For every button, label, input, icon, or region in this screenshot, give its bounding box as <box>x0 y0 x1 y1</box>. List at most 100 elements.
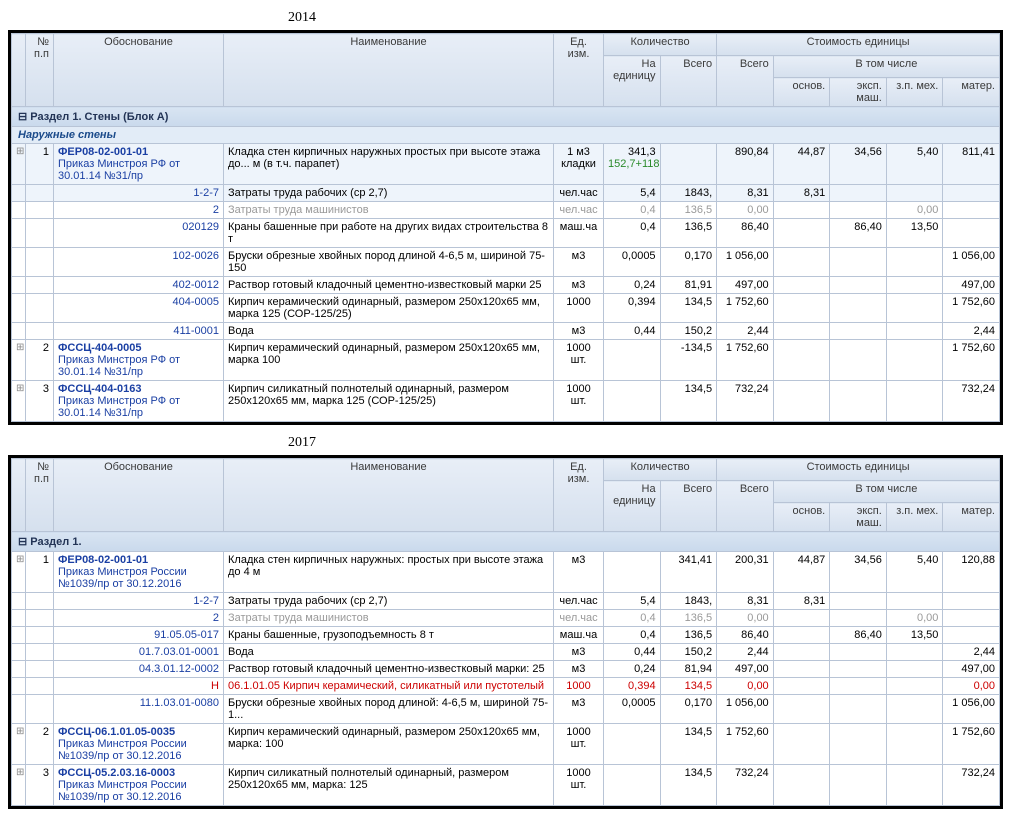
value-cell: 44,87 <box>773 144 830 185</box>
col-vtom: В том числе <box>773 56 999 78</box>
order-link[interactable]: Приказ Минстроя России №1039/пр от 30.12… <box>58 738 187 762</box>
value-cell: 134,5 <box>660 381 717 422</box>
table-row[interactable]: 01.7.03.01-0001 Вода м3 0,44 150,2 2,44 … <box>12 644 1000 661</box>
table-row[interactable]: ⊞ 1 ФЕР08-02-001-01 Приказ Минстроя РФ о… <box>12 144 1000 185</box>
code-link[interactable]: ФЕР08-02-001-01 <box>58 146 148 158</box>
value-cell <box>773 340 830 381</box>
table-row[interactable]: 020129 Краны башенные при работе на друг… <box>12 219 1000 248</box>
row-number: 1 <box>26 144 54 185</box>
order-link[interactable]: Приказ Минстроя России №1039/пр от 30.12… <box>58 779 187 803</box>
row-number: 3 <box>26 381 54 422</box>
value-cell: 134,5 <box>660 724 717 765</box>
expand-icon[interactable]: ⊞ <box>12 340 26 381</box>
order-link[interactable]: Приказ Минстроя РФ от 30.01.14 №31/пр <box>58 158 180 182</box>
code-link[interactable]: ФССЦ-05.2.03.16-0003 <box>58 767 175 779</box>
code-cell: 411-0001 <box>54 323 224 340</box>
table-header: №п.п Обоснование Наименование Ед. изм. К… <box>12 34 1000 107</box>
code-link[interactable]: ФССЦ-404-0005 <box>58 342 141 354</box>
table-row[interactable]: ⊞ 3 ФССЦ-05.2.03.16-0003 Приказ Минстроя… <box>12 765 1000 806</box>
table-row[interactable]: 404-0005 Кирпич керамический одинарный, … <box>12 294 1000 323</box>
col-num: №п.п <box>26 459 54 532</box>
table-row[interactable]: 1-2-7 Затраты труда рабочих (ср 2,7) чел… <box>12 185 1000 202</box>
expand-icon[interactable]: ⊞ <box>12 765 26 806</box>
name-cell: Вода <box>224 644 554 661</box>
table-row[interactable]: 91.05.05-017 Краны башенные, грузоподъем… <box>12 627 1000 644</box>
value-cell: 811,41 <box>943 144 1000 185</box>
name-cell: Затраты труда рабочих (ср 2,7) <box>224 593 554 610</box>
col-ed: Ед. изм. <box>554 459 604 532</box>
name-cell: Бруски обрезные хвойных пород длиной 4-6… <box>224 248 554 277</box>
name-cell: Раствор готовый кладочный цементно-извес… <box>224 277 554 294</box>
value-cell: 134,5 <box>660 765 717 806</box>
name-cell: Кирпич керамический одинарный, размером … <box>224 340 554 381</box>
section-row[interactable]: ⊟ Раздел 1. Стены (Блок А) <box>12 107 1000 127</box>
name-cell: Затраты труда машинистов <box>224 610 554 627</box>
code-cell: Н <box>54 678 224 695</box>
col-zpmeh: з.п. мех. <box>886 503 943 532</box>
qty-unit-cell: 341,3152,7+118,2+... <box>604 144 661 185</box>
unit-cell: маш.ча <box>554 627 604 644</box>
col-vtom: В том числе <box>773 481 999 503</box>
table-row[interactable]: 1-2-7 Затраты труда рабочих (ср 2,7) чел… <box>12 593 1000 610</box>
table-row[interactable]: 402-0012 Раствор готовый кладочный цемен… <box>12 277 1000 294</box>
value-cell: 1 752,60 <box>717 340 774 381</box>
table-row[interactable]: 411-0001 Вода м3 0,44 150,2 2,44 2,44 <box>12 323 1000 340</box>
unit-cell: 1000 <box>554 678 604 695</box>
unit-cell: 1000 шт. <box>554 340 604 381</box>
unit-cell: 1000 шт. <box>554 381 604 422</box>
value-cell: -134,5 <box>660 340 717 381</box>
code-cell: 01.7.03.01-0001 <box>54 644 224 661</box>
order-link[interactable]: Приказ Минстроя России №1039/пр от 30.12… <box>58 566 187 590</box>
qty-unit-cell <box>604 724 661 765</box>
unit-cell: 1 м3 кладки <box>554 144 604 185</box>
name-cell: Кирпич силикатный полнотелый одинарный, … <box>224 765 554 806</box>
expand-icon[interactable]: ⊞ <box>12 724 26 765</box>
unit-cell: м3 <box>554 248 604 277</box>
value-cell: 732,24 <box>943 381 1000 422</box>
col-vsego: Всего <box>717 56 774 107</box>
col-naim: Наименование <box>224 459 554 532</box>
name-cell: Раствор готовый кладочный цементно-извес… <box>224 661 554 678</box>
expand-icon[interactable]: ⊞ <box>12 144 26 185</box>
value-cell: 1 752,60 <box>717 724 774 765</box>
unit-cell: чел.час <box>554 185 604 202</box>
col-qty-group: Количество <box>604 459 717 481</box>
table-row[interactable]: 04.3.01.12-0002 Раствор готовый кладочны… <box>12 661 1000 678</box>
order-link[interactable]: Приказ Минстроя РФ от 30.01.14 №31/пр <box>58 354 180 378</box>
col-cost-group: Стоимость единицы <box>717 459 1000 481</box>
table-row[interactable]: 2 Затраты труда машинистов чел.час 0,4 1… <box>12 202 1000 219</box>
section-row[interactable]: ⊟ Раздел 1. <box>12 532 1000 552</box>
name-cell: Кирпич силикатный полнотелый одинарный, … <box>224 381 554 422</box>
name-cell: Краны башенные, грузоподъемность 8 т <box>224 627 554 644</box>
code-link[interactable]: ФССЦ-06.1.01.05-0035 <box>58 726 175 738</box>
value-cell: 732,24 <box>943 765 1000 806</box>
qty-unit-cell <box>604 765 661 806</box>
table-row[interactable]: 11.1.03.01-0080 Бруски обрезные хвойных … <box>12 695 1000 724</box>
value-cell <box>886 381 943 422</box>
value-cell <box>886 340 943 381</box>
table-row[interactable]: 2 Затраты труда машинистов чел.час 0,4 1… <box>12 610 1000 627</box>
code-link[interactable]: ФССЦ-404-0163 <box>58 383 141 395</box>
subsection-row[interactable]: Наружные стены <box>12 127 1000 144</box>
table-frame-2017: №п.п Обоснование Наименование Ед. изм. К… <box>8 455 1003 809</box>
table-row[interactable]: ⊞ 1 ФЕР08-02-001-01 Приказ Минстроя Росс… <box>12 552 1000 593</box>
order-link[interactable]: Приказ Минстроя РФ от 30.01.14 №31/пр <box>58 395 180 419</box>
qty-unit-cell <box>604 340 661 381</box>
value-cell: 732,24 <box>717 381 774 422</box>
table-row[interactable]: 102-0026 Бруски обрезные хвойных пород д… <box>12 248 1000 277</box>
table-row[interactable]: ⊞ 3 ФССЦ-404-0163 Приказ Минстроя РФ от … <box>12 381 1000 422</box>
name-cell: Затраты труда рабочих (ср 2,7) <box>224 185 554 202</box>
table-row[interactable]: Н 06.1.01.05 Кирпич керамический, силика… <box>12 678 1000 695</box>
code-link[interactable]: ФЕР08-02-001-01 <box>58 554 148 566</box>
year-label-2014: 2014 <box>8 10 1008 26</box>
table-row[interactable]: ⊞ 2 ФССЦ-404-0005 Приказ Минстроя РФ от … <box>12 340 1000 381</box>
justification-cell: ФЕР08-02-001-01 Приказ Минстроя России №… <box>54 552 224 593</box>
justification-cell: ФССЦ-06.1.01.05-0035 Приказ Минстроя Рос… <box>54 724 224 765</box>
expand-icon[interactable]: ⊞ <box>12 381 26 422</box>
unit-cell: м3 <box>554 644 604 661</box>
col-mater: матер. <box>943 78 1000 107</box>
value-cell <box>830 765 887 806</box>
unit-cell: маш.ча <box>554 219 604 248</box>
expand-icon[interactable]: ⊞ <box>12 552 26 593</box>
table-row[interactable]: ⊞ 2 ФССЦ-06.1.01.05-0035 Приказ Минстроя… <box>12 724 1000 765</box>
